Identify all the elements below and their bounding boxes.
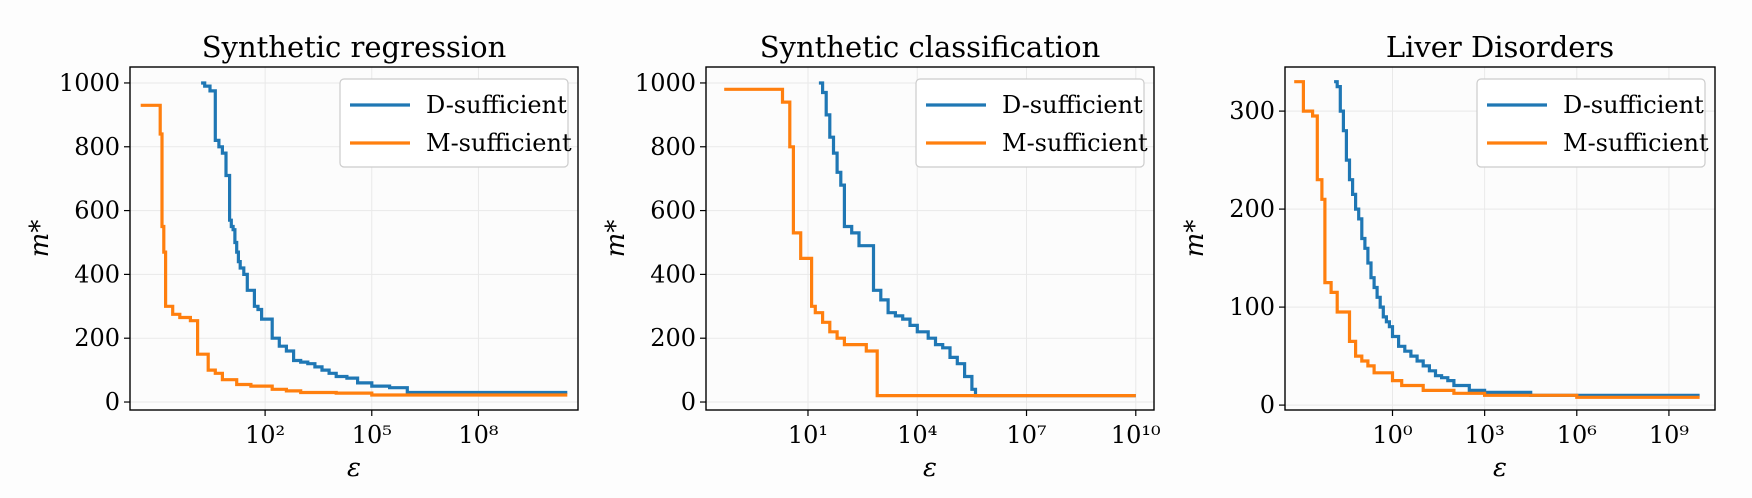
legend — [915, 78, 1145, 168]
x-tick-label: 10⁹ — [1649, 421, 1690, 449]
legend-label: M-sufficient — [1563, 129, 1709, 157]
y-tick-label: 100 — [1229, 293, 1275, 321]
series-line-m-sufficient — [724, 87, 1136, 398]
y-tick-label: 0 — [1260, 391, 1275, 419]
panel-synthetic-regression: 10² 10⁵ 10⁸ 0 200 400 600 800 1000 Synthetic regr… — [25, 30, 579, 483]
y-tick-label: 400 — [650, 260, 696, 288]
y-tick-label: 400 — [74, 260, 120, 288]
legend — [1476, 78, 1706, 168]
x-tick-label: 10⁰ — [1372, 421, 1412, 449]
y-tick-label: 1000 — [59, 69, 120, 97]
x-tick-label: 10² — [245, 421, 285, 449]
x-tick-label: 10⁶ — [1557, 421, 1597, 449]
y-tick-label: 300 — [1229, 97, 1275, 125]
x-tick-label: 10⁷ — [1006, 421, 1046, 449]
y-tick-label: 600 — [650, 197, 696, 225]
y-axis-label: m* — [601, 220, 631, 258]
panel-liver-disorders: 10⁰ 10³ 10⁶ 10⁹ 0 100 200 300 Liver Disorders ε m*… — [1180, 30, 1716, 483]
legend-label: D-sufficient — [1002, 91, 1143, 119]
chart-title: Synthetic regression — [202, 30, 507, 64]
chart-title: Synthetic classification — [760, 30, 1101, 64]
y-tick-label: 200 — [1229, 195, 1275, 223]
legend-label: D-sufficient — [1563, 91, 1704, 119]
series-line-m-sufficient — [1294, 80, 1700, 399]
series-line-m-sufficient — [140, 103, 568, 397]
y-tick-label: 1000 — [635, 69, 696, 97]
series-line-d-sufficient — [1334, 80, 1700, 397]
y-tick-label: 0 — [105, 388, 120, 416]
panel-synthetic-classification: 10¹ 10⁴ 10⁷ 10¹⁰ 0 200 400 600 800 1000 Synthetic … — [601, 30, 1161, 483]
x-axis-label: ε — [1493, 453, 1507, 483]
x-tick-label: 10⁴ — [897, 421, 937, 449]
x-tick-label: 10¹⁰ — [1111, 421, 1161, 449]
y-tick-label: 600 — [74, 197, 120, 225]
y-tick-label: 200 — [74, 324, 120, 352]
legend-label: M-sufficient — [426, 129, 572, 157]
x-axis-label: ε — [347, 453, 361, 483]
axes-frame — [1284, 66, 1716, 411]
x-tick-label: 10⁵ — [352, 421, 392, 449]
x-axis-label: ε — [923, 453, 937, 483]
y-tick-label: 800 — [650, 133, 696, 161]
x-tick-label: 10⁸ — [458, 421, 498, 449]
y-axis-label: m* — [25, 220, 55, 258]
y-tick-label: 200 — [650, 324, 696, 352]
legend-label: D-sufficient — [426, 91, 567, 119]
legend-label: M-sufficient — [1002, 129, 1148, 157]
axes-frame — [129, 66, 579, 411]
y-axis-label: m* — [1180, 220, 1210, 258]
series-line-d-sufficient — [201, 81, 568, 395]
series-line-d-sufficient — [818, 81, 1136, 398]
y-tick-label: 0 — [681, 388, 696, 416]
x-tick-label: 10¹ — [788, 421, 828, 449]
y-tick-label: 800 — [74, 133, 120, 161]
axes-frame — [705, 66, 1155, 411]
chart-title: Liver Disorders — [1386, 30, 1614, 64]
x-tick-label: 10³ — [1465, 421, 1505, 449]
legend — [339, 78, 569, 168]
